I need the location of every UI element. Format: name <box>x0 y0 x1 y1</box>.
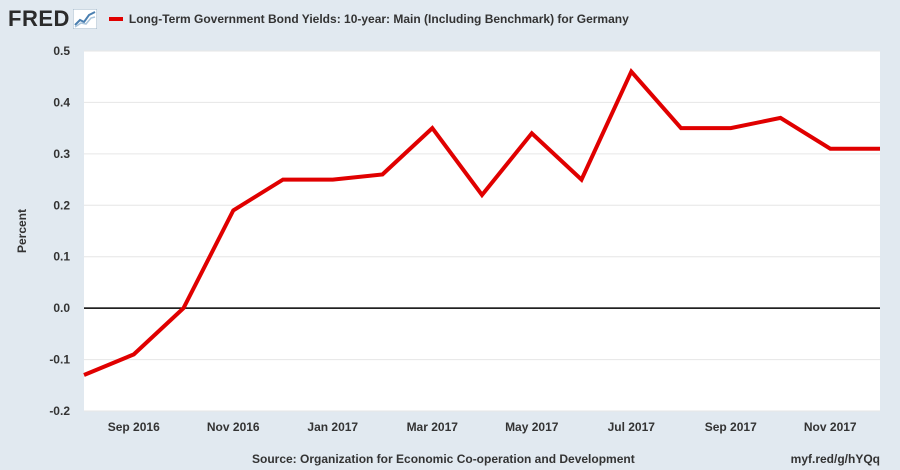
short-url[interactable]: myf.red/g/hYQq <box>791 452 880 466</box>
source-text: Source: Organization for Economic Co-ope… <box>252 452 635 466</box>
x-axis: Sep 2016 Nov 2016 Jan 2017 Mar 2017 May 2017… <box>108 420 857 434</box>
y-axis-label: Percent <box>15 209 29 253</box>
y-tick-label: -0.2 <box>49 404 70 418</box>
fred-logo[interactable]: FRED <box>8 6 70 31</box>
y-tick-label: 0.3 <box>53 147 70 161</box>
y-tick-label: 0.4 <box>53 95 70 109</box>
y-tick-label: -0.1 <box>49 353 70 367</box>
y-tick-label: 0.0 <box>53 301 70 315</box>
x-tick-label: Jul 2017 <box>608 420 656 434</box>
line-chart-icon <box>72 9 97 29</box>
chart-header: FRED Long-Term Government Bond Yields: 1… <box>8 4 629 34</box>
y-axis: 0.5 0.4 0.3 0.2 0.1 0.0 -0.1 -0.2 <box>49 44 70 418</box>
x-tick-label: Sep 2016 <box>108 420 160 434</box>
y-tick-label: 0.2 <box>53 198 70 212</box>
x-tick-label: Sep 2017 <box>705 420 757 434</box>
legend-swatch <box>108 17 123 21</box>
y-tick-label: 0.1 <box>53 250 70 264</box>
legend-label[interactable]: Long-Term Government Bond Yields: 10-yea… <box>128 12 629 26</box>
x-tick-label: Jan 2017 <box>307 420 358 434</box>
gridlines <box>84 50 880 412</box>
x-tick-label: Mar 2017 <box>407 420 459 434</box>
series-line[interactable] <box>83 67 880 377</box>
x-tick-label: May 2017 <box>505 420 559 434</box>
x-tick-label: Nov 2017 <box>804 420 857 434</box>
x-tick-label: Nov 2016 <box>207 420 260 434</box>
y-tick-label: 0.5 <box>53 44 70 58</box>
plot-area <box>84 51 880 411</box>
